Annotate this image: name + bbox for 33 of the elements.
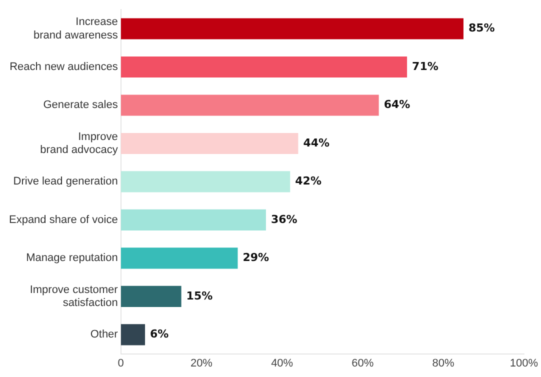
bar xyxy=(120,286,182,307)
data-label: 29% xyxy=(242,251,270,264)
bar xyxy=(120,94,379,116)
x-tick-label: 0 xyxy=(118,357,124,370)
y-tick-label: Expand share of voice xyxy=(8,214,118,226)
data-label: 6% xyxy=(150,328,169,341)
y-tick-label: Improve brand advocacy xyxy=(40,130,118,156)
x-tick-label: 20% xyxy=(190,357,213,370)
bar xyxy=(120,56,408,78)
y-tick-label: Other xyxy=(90,328,118,341)
data-label: 44% xyxy=(303,136,330,150)
bar xyxy=(120,248,238,269)
data-label: 42% xyxy=(295,174,322,188)
y-tick-label: Improve customer satisfaction xyxy=(30,284,118,310)
bar xyxy=(120,132,298,154)
bar xyxy=(120,324,146,346)
x-tick-label: 40% xyxy=(271,357,294,370)
y-tick-label: Manage reputation xyxy=(26,252,118,264)
data-label: 85% xyxy=(468,22,495,35)
x-tick-label: 80% xyxy=(432,357,455,370)
x-tick-label: 60% xyxy=(352,357,374,370)
bar xyxy=(120,171,290,192)
bar xyxy=(120,209,266,230)
y-tick-label: Reach new audiences xyxy=(10,61,118,73)
y-tick-label: Increase brand awareness xyxy=(33,16,118,42)
x-tick-label: 100% xyxy=(510,357,538,370)
data-label: 64% xyxy=(384,98,410,112)
data-label: 15% xyxy=(186,289,213,302)
y-tick-label: Drive lead generation xyxy=(13,176,118,188)
bar xyxy=(120,18,464,40)
data-label: 36% xyxy=(270,212,298,226)
data-label: 71% xyxy=(412,60,438,73)
y-tick-label: Generate sales xyxy=(43,99,118,112)
